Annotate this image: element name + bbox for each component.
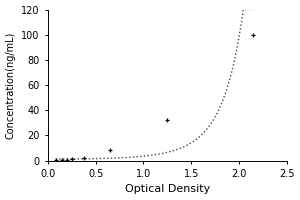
Y-axis label: Concentration(ng/mL): Concentration(ng/mL)	[6, 31, 16, 139]
X-axis label: Optical Density: Optical Density	[125, 184, 210, 194]
